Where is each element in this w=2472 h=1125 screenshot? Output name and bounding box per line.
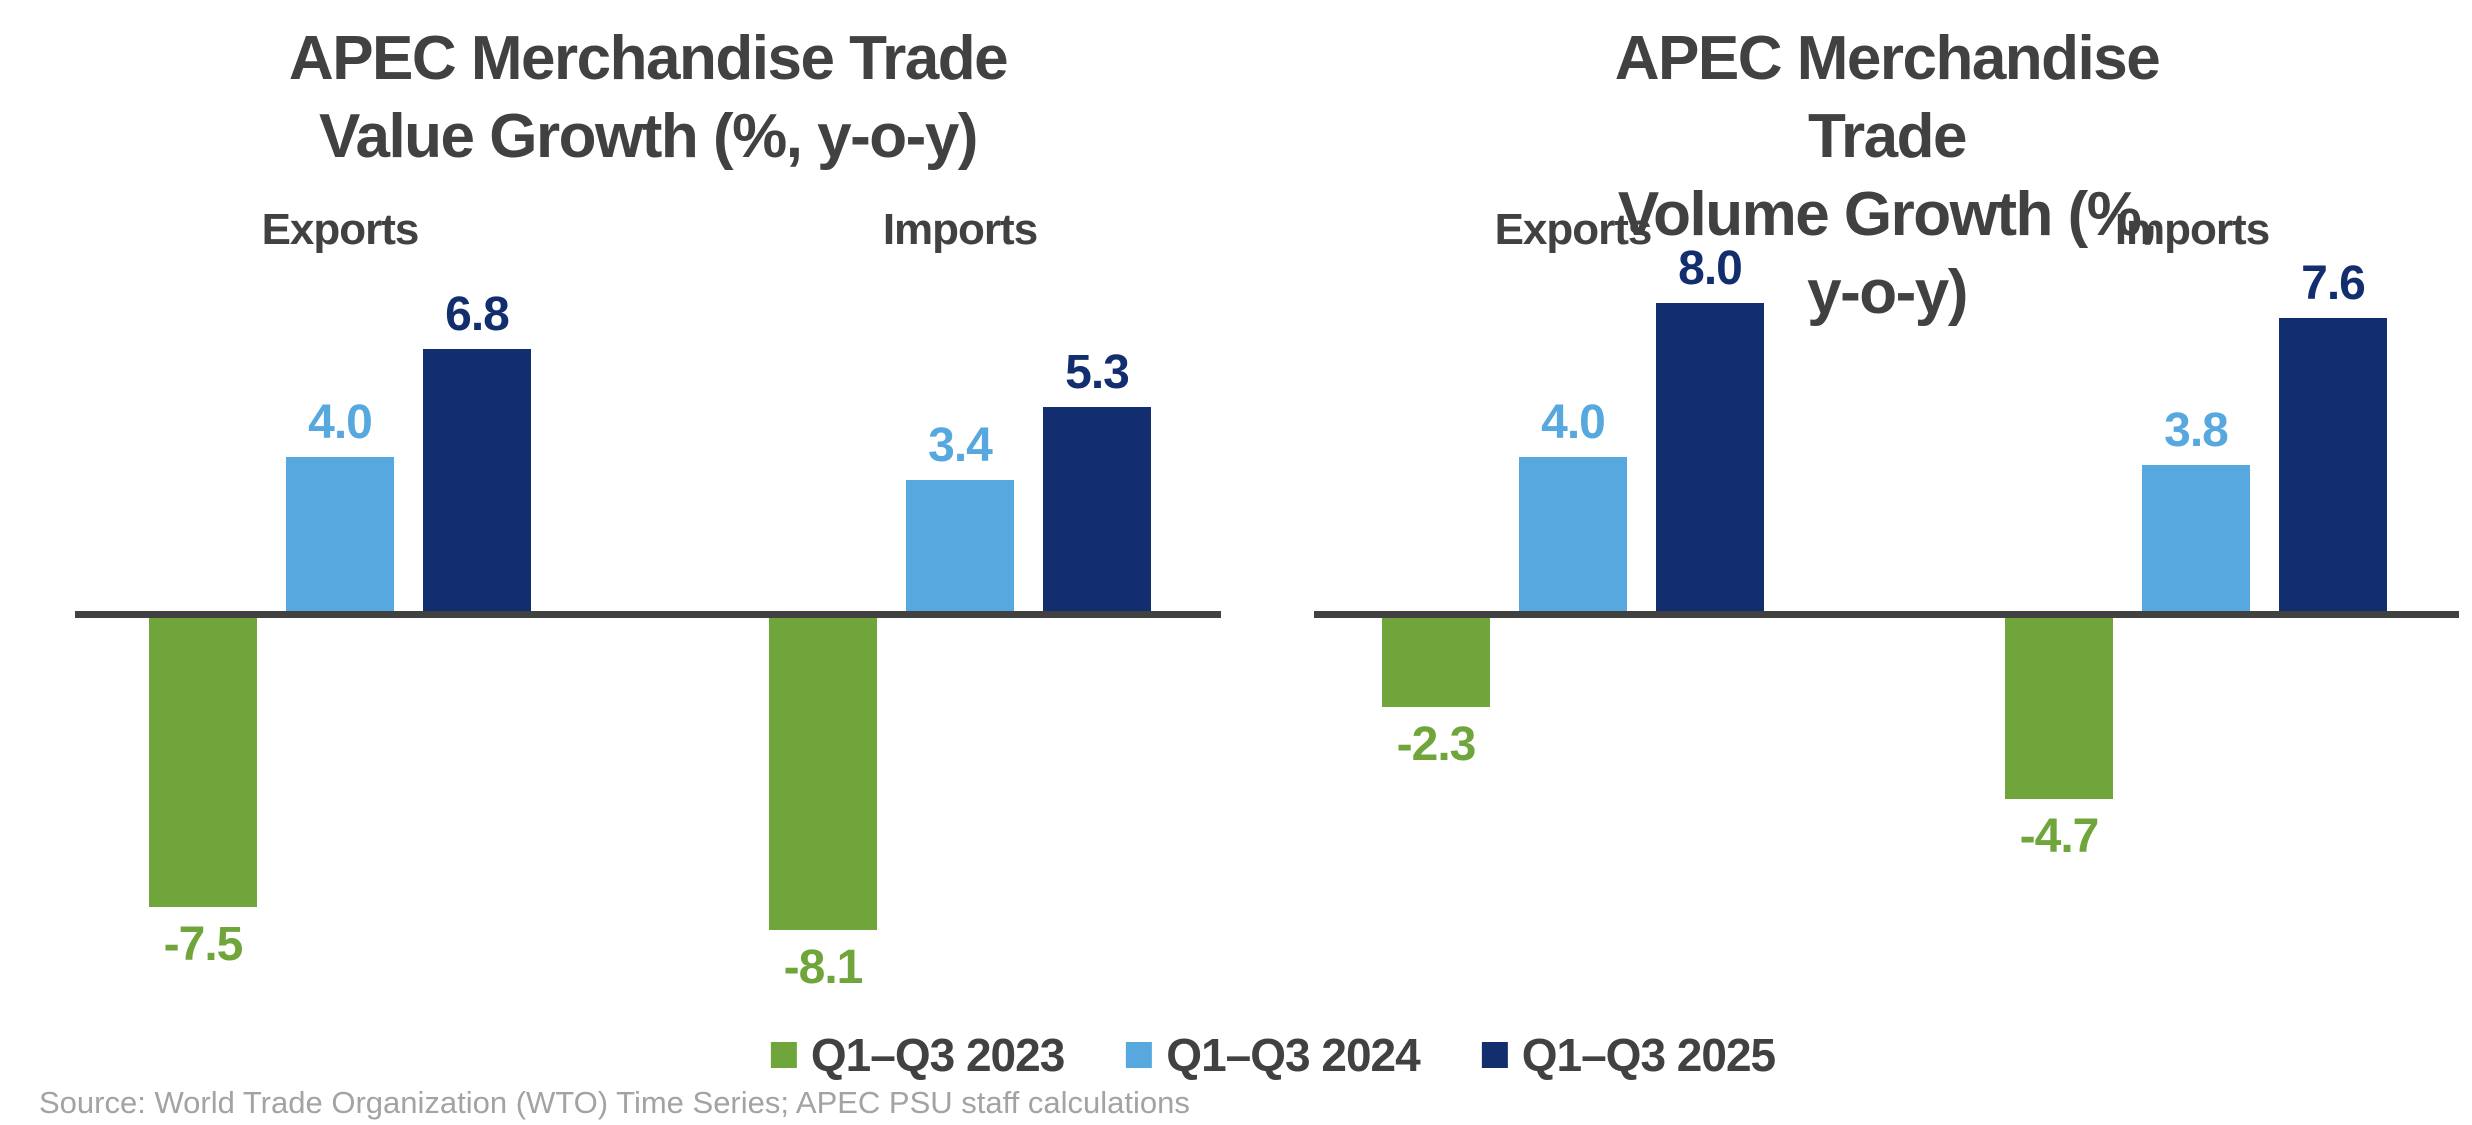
bar-value-label-imports-series2-chart2: 3.8	[2164, 404, 2229, 457]
bar-exports-series2-chart2	[1519, 457, 1627, 611]
bar-value-label-imports-series3-chart2: 7.6	[2301, 257, 2366, 310]
legend-swatch-icon	[1481, 1042, 1508, 1068]
bar-value-label-imports-series1-chart2: -4.7	[2019, 810, 2100, 863]
source-note: Source: World Trade Organization (WTO) T…	[39, 1085, 1190, 1120]
bar-imports-series3-chart2	[2279, 318, 2387, 611]
category-label-imports-volume: Imports	[2114, 205, 2270, 254]
bar-value-label-exports-series2-chart1: 4.0	[308, 396, 373, 449]
legend-label: Q1–Q3 2025	[1521, 1029, 1776, 1081]
legend-label: Q1–Q3 2024	[1166, 1029, 1420, 1081]
category-label-imports-value: Imports	[882, 205, 1038, 254]
legend-label: Q1–Q3 2023	[810, 1029, 1065, 1081]
zero-axis-line-value-chart	[75, 611, 1221, 618]
bar-value-label-imports-series3-chart1: 5.3	[1065, 346, 1130, 399]
zero-axis-line-volume-chart	[1314, 611, 2459, 618]
bar-exports-series1-chart1	[149, 618, 257, 907]
bar-imports-series2-chart1	[906, 480, 1014, 611]
bar-value-label-exports-series1-chart2: -2.3	[1396, 718, 1477, 771]
legend-item-3: Q1–Q3 2025	[1481, 1028, 1776, 1082]
bar-value-label-exports-series2-chart2: 4.0	[1541, 396, 1606, 449]
bar-exports-series2-chart1	[286, 457, 394, 611]
bar-imports-series3-chart1	[1043, 407, 1151, 611]
chart-title-volume-growth: APEC Merchandise Trade Volume Growth (%,…	[1614, 24, 2161, 327]
bar-value-label-imports-series2-chart1: 3.4	[928, 419, 993, 472]
bar-imports-series1-chart2	[2005, 618, 2113, 799]
bar-value-label-exports-series1-chart1: -7.5	[163, 918, 244, 971]
bar-exports-series1-chart2	[1382, 618, 1490, 707]
legend: Q1–Q3 2023 Q1–Q3 2024 Q1–Q3 2025	[770, 1028, 1776, 1082]
legend-item-2: Q1–Q3 2024	[1126, 1028, 1421, 1082]
bar-exports-series3-chart1	[423, 349, 531, 611]
bar-value-label-imports-series1-chart1: -8.1	[783, 941, 864, 994]
category-label-exports-value: Exports	[261, 205, 420, 254]
chart-title-value-growth: APEC Merchandise Trade Value Growth (%, …	[288, 24, 1009, 171]
legend-item-1: Q1–Q3 2023	[770, 1028, 1065, 1082]
bar-exports-series3-chart2	[1656, 303, 1764, 611]
bar-value-label-exports-series3-chart2: 8.0	[1678, 242, 1743, 295]
bar-imports-series1-chart1	[769, 618, 877, 930]
legend-swatch-icon	[1126, 1042, 1153, 1068]
bar-imports-series2-chart2	[2142, 465, 2250, 611]
legend-swatch-icon	[770, 1042, 797, 1068]
category-label-exports-volume: Exports	[1494, 205, 1653, 254]
bar-value-label-exports-series3-chart1: 6.8	[445, 288, 510, 341]
